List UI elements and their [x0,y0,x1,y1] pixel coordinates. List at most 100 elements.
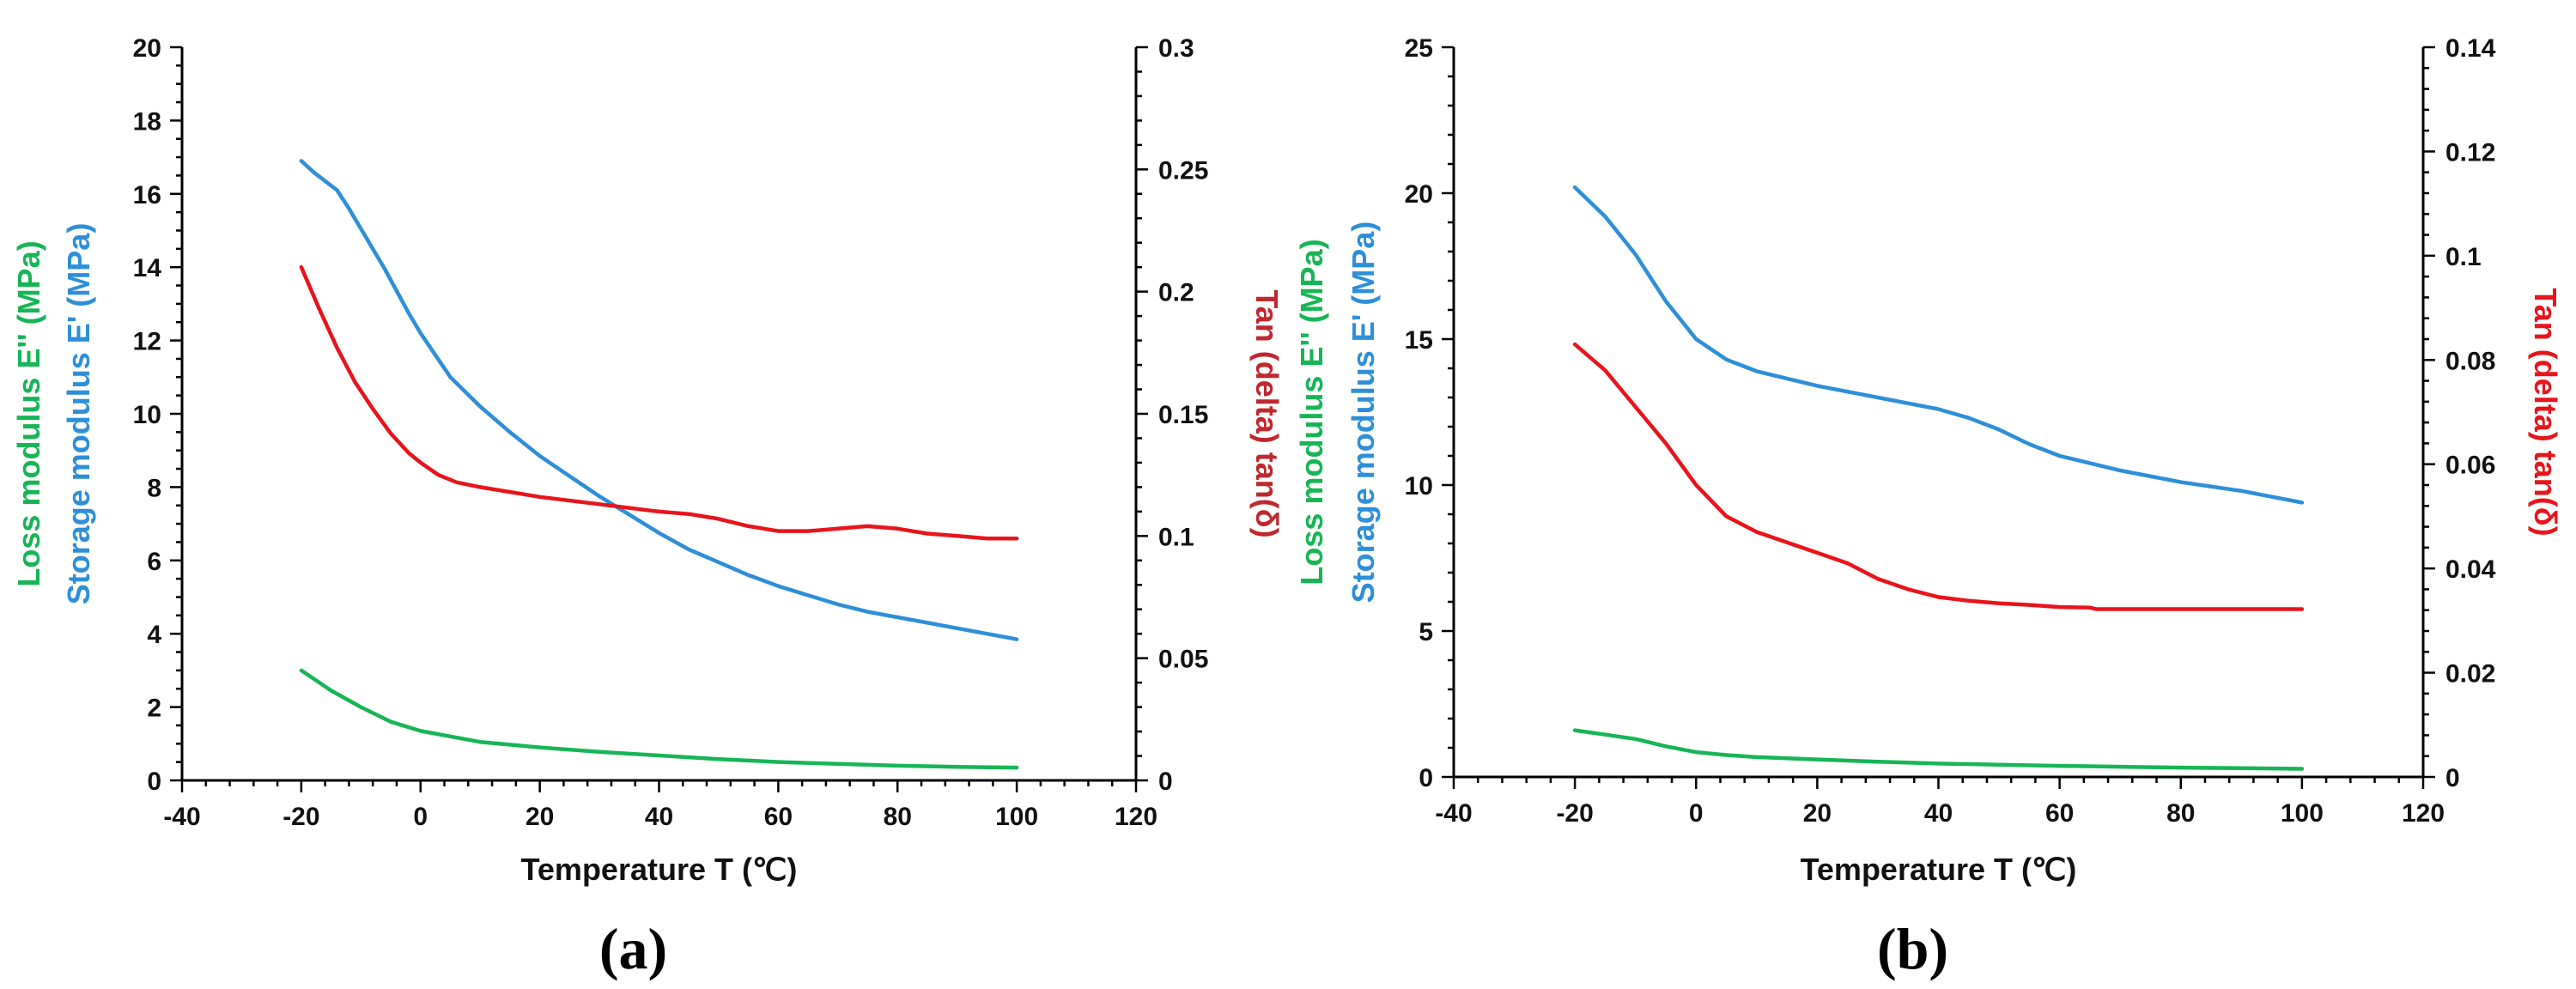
data-point-storage [985,632,988,635]
data-point-tan [926,531,929,535]
x-tick-label: 100 [2281,799,2324,828]
y-right-tick-label: 0.15 [1158,401,1208,429]
data-point-storage [2239,489,2243,493]
y-right-tick-label: 0.12 [2445,138,2495,167]
series-line-tan [299,264,1019,541]
y-left-title-storage: Storage modulus E' (MPa) [1346,221,1381,604]
data-point-tan [336,346,339,349]
data-point-loss [2118,765,2122,768]
data-point-loss [956,765,959,768]
data-point-storage [1664,300,1668,303]
data-point-tan [2058,605,2062,609]
x-tick-label: 40 [645,803,673,831]
data-point-tan [1573,343,1577,346]
y-right-tick-label: 0.1 [1158,523,1194,551]
data-point-tan [1634,405,1637,409]
data-point-loss [1755,755,1759,759]
data-point-storage [407,312,410,315]
data-point-tan [389,432,392,435]
panel-label: (b) [1877,916,1948,981]
data-point-loss [330,689,333,692]
y-left-tick-label: 25 [1405,34,1433,63]
data-point-tan [1755,531,1759,534]
data-point-storage [2027,442,2031,446]
x-tick-label: -40 [163,803,200,831]
series-line-storage [1572,185,2305,505]
x-tick-label: 0 [1689,799,1704,828]
data-point-tan [353,380,356,384]
data-point-tan [1015,537,1018,540]
data-point-storage [395,289,398,293]
x-tick-label: 40 [1924,799,1953,828]
y-right-tick-label: 0.14 [2445,34,2496,63]
x-axis-title: Temperature T (℃) [521,852,798,887]
data-point-loss [389,720,392,724]
y-left-title-loss: Loss modulus E'' (MPa) [1294,239,1329,585]
data-point-storage [2058,454,2062,458]
series-points-storage [1573,185,2304,504]
y-right-tick-label: 0.25 [1158,156,1208,185]
x-tick-label: 60 [2045,799,2074,828]
data-point-storage [1937,408,1941,411]
data-point-storage [448,375,452,379]
x-tick-label: 20 [1803,799,1832,828]
data-point-tan [1664,441,1668,445]
data-point-loss [359,706,362,709]
data-point-storage [598,494,601,498]
data-point-tan [1876,577,1880,580]
x-tick-label: 120 [2402,799,2445,828]
data-point-tan [598,502,601,506]
data-point-tan [985,537,988,540]
data-point-tan [1815,551,1819,555]
data-point-tan [2118,608,2122,611]
data-point-tan [1785,541,1789,544]
y-right-title-tan: Tan (delta) tan(δ) [2528,288,2563,536]
data-point-storage [2118,469,2122,472]
data-point-tan [658,510,661,513]
data-point-tan [896,527,899,531]
y-right-tick-label: 0.08 [2445,347,2495,375]
data-point-storage [1603,215,1607,218]
data-point-loss [2239,767,2243,770]
data-point-loss [1015,766,1018,769]
series-line-loss [299,668,1019,770]
data-point-storage [371,247,374,251]
data-point-tan [1937,596,1941,599]
data-point-storage [1967,416,1971,420]
data-point-storage [2179,481,2183,484]
y-left-tick-label: 4 [147,621,161,649]
y-left-tick-label: 8 [147,474,161,502]
data-point-loss [300,669,303,672]
data-point-loss [1937,761,1941,765]
y-left-tick-label: 20 [1405,180,1433,209]
data-point-tan [2027,604,2031,607]
data-point-tan [1846,561,1850,565]
series-points-loss [300,669,1018,769]
data-point-loss [419,729,422,732]
data-point-storage [1694,337,1698,341]
data-point-storage [359,227,362,230]
data-point-tan [454,481,458,484]
y-left-tick-label: 10 [133,401,161,429]
data-point-tan [1725,514,1728,518]
y-left-tick-label: 6 [147,548,161,576]
data-point-tan [2300,608,2304,611]
data-point-loss [658,754,661,757]
data-point-loss [1725,754,1728,757]
data-point-loss [2058,764,2062,768]
series-points-tan [1573,343,2304,610]
data-point-tan [1906,587,1910,591]
chart-panel-a: -40 -20 0 20 40 60 80 100 1200246810121416182000… [11,34,1285,981]
data-point-tan [407,452,410,455]
x-tick-label: 80 [2166,799,2195,828]
data-point-tan [747,525,750,528]
data-point-tan [776,530,780,533]
data-point-tan [1997,602,2001,605]
data-point-storage [1997,428,2001,431]
data-point-storage [717,561,720,564]
data-point-storage [956,627,959,630]
y-right-tick-label: 0.2 [1158,279,1194,307]
panel-label: (a) [599,916,667,981]
data-point-loss [1573,729,1577,732]
